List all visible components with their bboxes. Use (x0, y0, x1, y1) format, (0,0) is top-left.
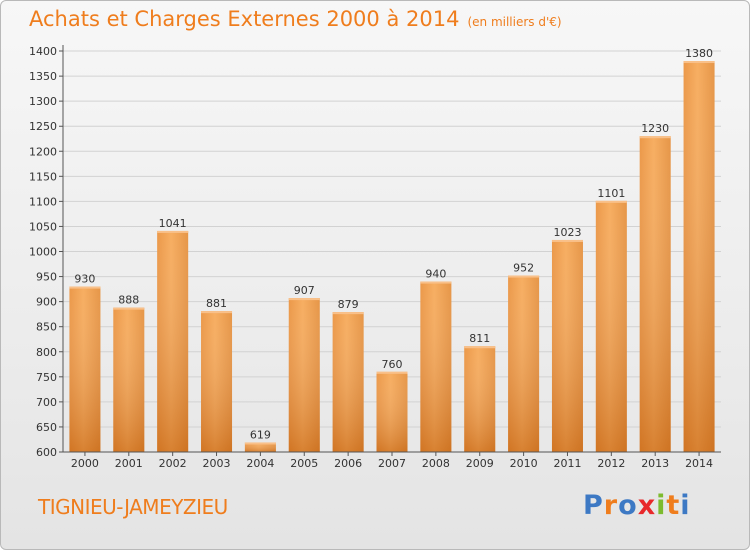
x-tick-label: 2002 (159, 457, 187, 470)
y-tick-label: 750 (36, 371, 57, 384)
x-tick-label: 2009 (466, 457, 494, 470)
y-tick-label: 1250 (29, 120, 57, 133)
data-label: 1101 (597, 187, 625, 200)
x-tick-label: 2013 (641, 457, 669, 470)
bar-top-highlight (288, 298, 320, 301)
bar-top-highlight (69, 286, 101, 289)
bar-shade (464, 346, 496, 452)
data-label: 940 (425, 268, 446, 281)
x-tick-label: 2006 (334, 457, 362, 470)
bar-top-highlight (376, 371, 408, 374)
bar-shade (244, 442, 276, 452)
x-tick-label: 2012 (597, 457, 625, 470)
x-tick-label: 2000 (71, 457, 99, 470)
bar-shade (113, 307, 145, 452)
bar-shade (508, 275, 540, 452)
bar-shade (332, 312, 364, 452)
commune-name: TIGNIEU-JAMEYZIEU (38, 495, 228, 519)
bar-shade (376, 371, 408, 452)
x-tick-label: 2005 (290, 457, 318, 470)
bar-shade (288, 298, 320, 452)
bar-shade (69, 286, 101, 452)
y-tick-label: 850 (36, 321, 57, 334)
bar-shade (420, 281, 452, 452)
bar-top-highlight (683, 61, 715, 64)
bar-top-highlight (332, 312, 364, 315)
chart-title-text: Achats et Charges Externes 2000 à 2014 (29, 7, 460, 31)
chart-unit: (en milliers d'€) (467, 15, 562, 29)
y-tick-label: 650 (36, 421, 57, 434)
x-tick-label: 2004 (246, 457, 274, 470)
chart-title: Achats et Charges Externes 2000 à 2014 (e… (29, 7, 562, 31)
bar-shade (551, 239, 583, 452)
y-tick-label: 1100 (29, 195, 57, 208)
logo-letter: P (583, 490, 604, 521)
data-label: 1041 (159, 217, 187, 230)
data-label: 952 (513, 262, 534, 275)
bar-top-highlight (508, 275, 540, 278)
y-tick-label: 1300 (29, 95, 57, 108)
data-label: 907 (294, 284, 315, 297)
y-tick-label: 800 (36, 346, 57, 359)
bar-shade (201, 311, 233, 452)
data-label: 1230 (641, 122, 669, 135)
y-tick-label: 700 (36, 396, 57, 409)
proxiti-logo: Proxiti (583, 490, 691, 521)
bar-shade (157, 230, 189, 452)
x-tick-label: 2014 (685, 457, 713, 470)
bar-top-highlight (244, 442, 276, 445)
logo-letter: r (603, 490, 619, 521)
bar-top-highlight (157, 230, 189, 233)
data-label: 930 (74, 273, 95, 286)
y-tick-label: 1050 (29, 220, 57, 233)
bar-top-highlight (464, 346, 496, 349)
bar-shade (683, 61, 715, 453)
y-tick-label: 1400 (29, 45, 57, 58)
data-label: 888 (118, 294, 139, 307)
data-label: 619 (250, 428, 271, 441)
logo-letter: i (680, 490, 691, 521)
y-tick-label: 900 (36, 296, 57, 309)
data-label: 879 (338, 298, 359, 311)
x-tick-label: 2008 (422, 457, 450, 470)
bar-top-highlight (113, 307, 145, 310)
y-tick-label: 600 (36, 446, 57, 459)
x-tick-label: 2007 (378, 457, 406, 470)
y-tick-label: 1350 (29, 70, 57, 83)
data-label: 1380 (685, 47, 713, 60)
y-tick-label: 1150 (29, 170, 57, 183)
y-tick-label: 950 (36, 271, 57, 284)
bar-top-highlight (420, 281, 452, 284)
data-label: 760 (382, 358, 403, 371)
logo-letter: t (666, 490, 681, 521)
y-tick-label: 1200 (29, 145, 57, 158)
bar-top-highlight (639, 136, 671, 139)
bar-top-highlight (551, 239, 583, 242)
logo-letter: i (656, 490, 667, 521)
bar-shade (639, 136, 671, 452)
bar-top-highlight (201, 311, 233, 314)
y-tick-label: 1000 (29, 246, 57, 259)
x-tick-label: 2001 (115, 457, 143, 470)
data-label: 881 (206, 297, 227, 310)
x-tick-label: 2010 (510, 457, 538, 470)
x-tick-label: 2003 (203, 457, 231, 470)
data-label: 1023 (553, 226, 581, 239)
logo-letter: x (637, 490, 657, 521)
logo-letter: o (618, 490, 638, 521)
x-tick-label: 2011 (553, 457, 581, 470)
data-label: 811 (469, 332, 490, 345)
bars: 930 888 1041 881 619 907 879 760 940 811 952 1023 11… (69, 47, 715, 453)
axes: 600 650 700 750 800 850 900 950 1000 1050 1100 1150… (29, 45, 721, 470)
bar-shade (595, 200, 627, 452)
bar-top-highlight (595, 200, 627, 203)
